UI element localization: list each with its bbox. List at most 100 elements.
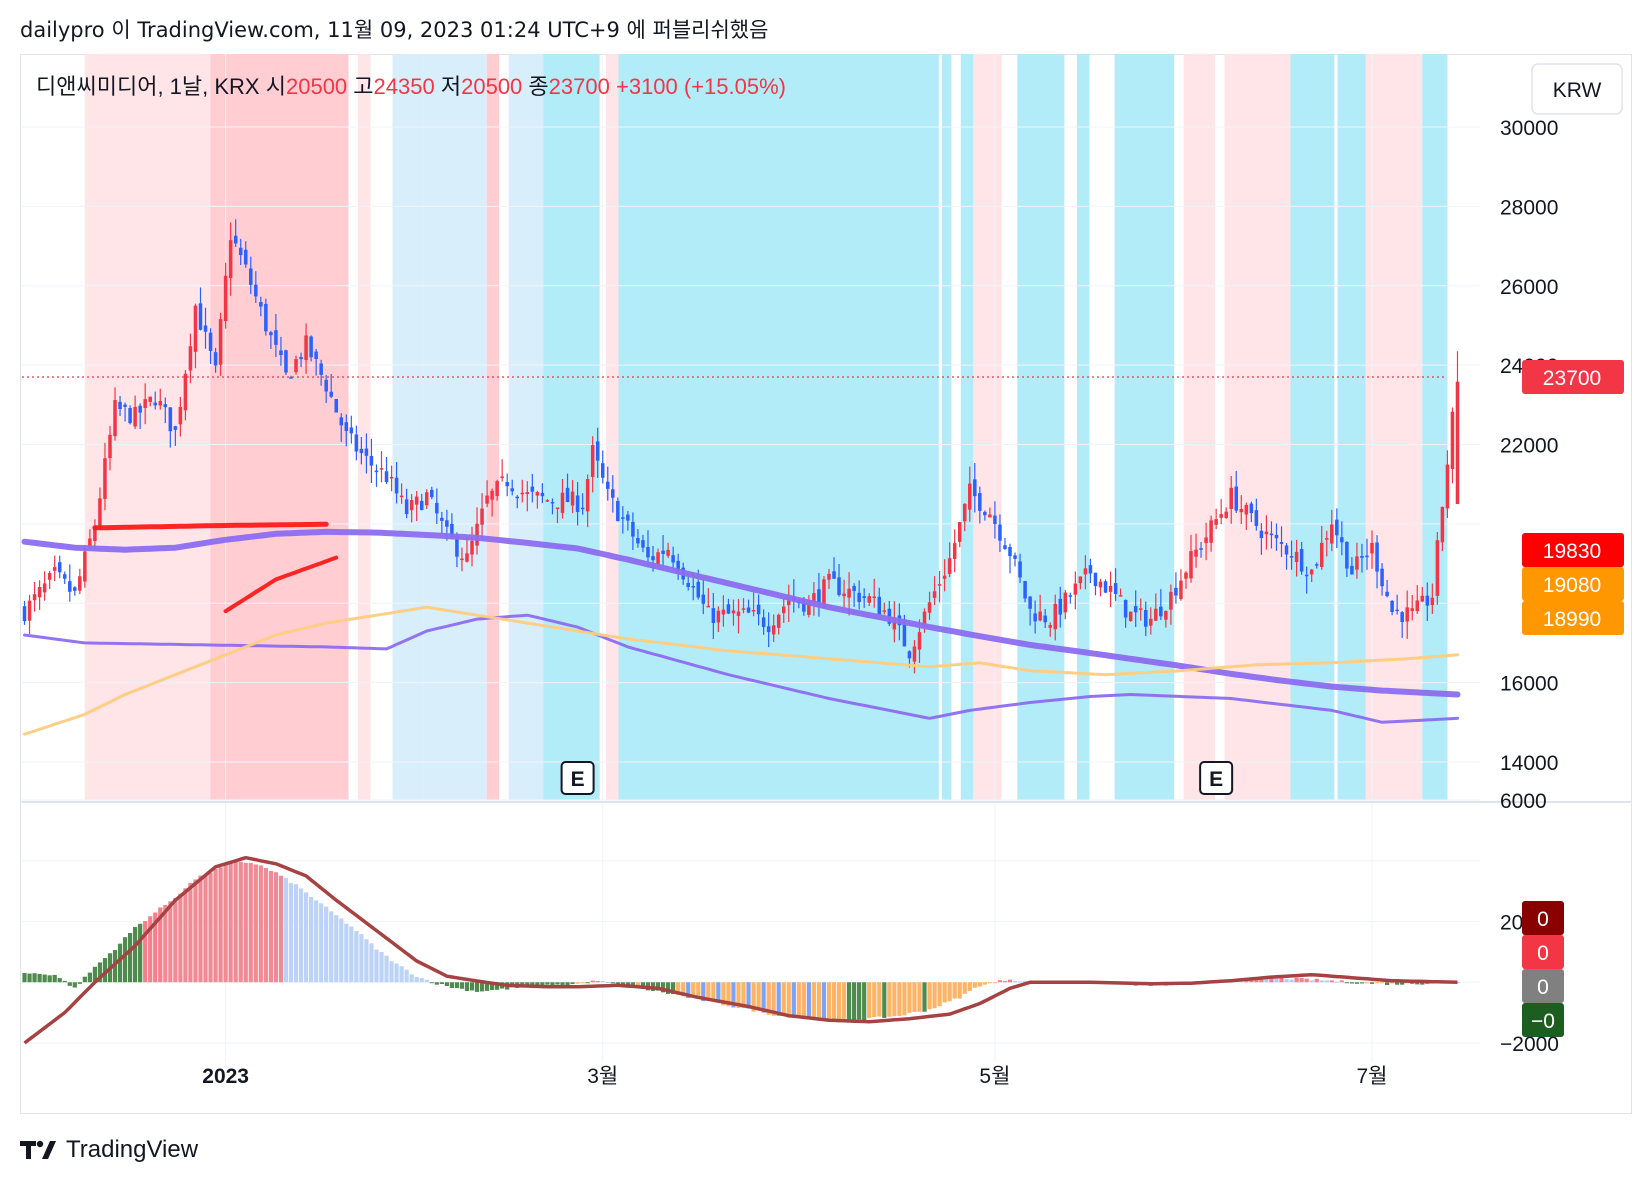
histogram-bar bbox=[867, 982, 872, 1019]
candle-body bbox=[776, 614, 781, 628]
histogram-bar bbox=[696, 982, 701, 999]
candle-body bbox=[339, 417, 344, 426]
histogram-bar bbox=[283, 877, 289, 983]
histogram-bar bbox=[87, 972, 92, 983]
histogram-bar bbox=[992, 982, 998, 984]
earnings-marker[interactable]: E bbox=[1199, 761, 1234, 795]
histogram-bar bbox=[977, 982, 982, 987]
candle-body bbox=[249, 268, 253, 285]
histogram-bar bbox=[605, 982, 610, 984]
candle-body bbox=[52, 567, 57, 571]
histogram-bar bbox=[836, 982, 842, 1020]
histogram-bar bbox=[47, 975, 52, 983]
earnings-marker-label: E bbox=[571, 768, 585, 791]
candle-body bbox=[857, 592, 861, 603]
candle-body bbox=[1143, 609, 1148, 627]
candle-body bbox=[1440, 507, 1445, 543]
histogram-bar bbox=[22, 972, 27, 983]
candle-body bbox=[430, 489, 434, 498]
candle-body bbox=[600, 463, 605, 478]
candle-body bbox=[676, 560, 680, 572]
candle-body bbox=[927, 602, 932, 613]
candle-body bbox=[666, 549, 670, 556]
candle-body bbox=[771, 625, 776, 635]
candle-body bbox=[1309, 569, 1314, 575]
histogram-bar bbox=[671, 982, 676, 995]
candle-body bbox=[294, 359, 298, 373]
histogram-bar bbox=[62, 980, 67, 983]
oscillator-value-text: 0 bbox=[1537, 976, 1549, 999]
candle-body bbox=[455, 536, 459, 557]
histogram-bar bbox=[972, 982, 977, 988]
oscillator-value-text: −0 bbox=[1531, 1010, 1555, 1033]
histogram-bar bbox=[761, 982, 766, 1013]
tradingview-brand-label: TradingView bbox=[66, 1136, 199, 1163]
histogram-bar bbox=[57, 978, 62, 983]
legend-change-value: +3100 (+15.05%) bbox=[616, 74, 786, 99]
candle-body bbox=[837, 577, 841, 596]
candle-body bbox=[1093, 572, 1098, 587]
candle-body bbox=[1138, 608, 1143, 610]
moving-average-line-3 bbox=[23, 605, 1459, 736]
candle-body bbox=[1108, 585, 1113, 592]
candle-body bbox=[515, 496, 520, 499]
histogram-bar bbox=[811, 982, 817, 1019]
price-axis-tick: 14000 bbox=[1500, 752, 1558, 775]
histogram-bar bbox=[565, 982, 570, 986]
histogram-bar bbox=[801, 982, 806, 1019]
candle-body bbox=[465, 553, 469, 562]
candle-body bbox=[1355, 556, 1359, 570]
oscillator-value-bg bbox=[1522, 969, 1564, 1003]
background-band bbox=[1365, 54, 1423, 800]
candle-body bbox=[1345, 542, 1349, 569]
legend-close-label: 종 bbox=[528, 74, 548, 99]
histogram-bar bbox=[273, 872, 279, 983]
candle-body bbox=[254, 284, 258, 297]
candle-body bbox=[1249, 503, 1254, 514]
tradingview-logo-icon bbox=[20, 1139, 58, 1161]
candle-body bbox=[1380, 568, 1384, 587]
histogram-bar bbox=[1284, 979, 1289, 983]
candle-body bbox=[947, 558, 952, 574]
histogram-bar bbox=[208, 872, 213, 983]
candle-body bbox=[1360, 556, 1364, 558]
price-axis-tick: 22000 bbox=[1500, 435, 1558, 458]
candle-body bbox=[203, 325, 208, 332]
candle-body bbox=[1425, 595, 1430, 606]
currency-button[interactable]: KRW bbox=[1531, 63, 1623, 115]
candle-body bbox=[264, 303, 268, 332]
histogram-bar bbox=[102, 958, 108, 983]
histogram-bar bbox=[635, 982, 641, 988]
histogram-bar bbox=[27, 973, 32, 983]
candle-body bbox=[213, 352, 218, 366]
histogram-bar bbox=[414, 977, 419, 983]
ma-price-label-text: 18990 bbox=[1543, 608, 1601, 631]
candle-body bbox=[309, 336, 313, 358]
candle-body bbox=[907, 651, 912, 659]
histogram-bar bbox=[42, 974, 47, 983]
candle-body bbox=[1239, 508, 1244, 513]
histogram-bar bbox=[701, 982, 706, 1002]
candle-body bbox=[1279, 542, 1284, 544]
candle-body bbox=[565, 487, 570, 503]
histogram-bar bbox=[731, 982, 736, 1008]
candle-body bbox=[651, 556, 655, 561]
candle-body bbox=[530, 486, 535, 492]
candle-body bbox=[701, 594, 706, 604]
candle-body bbox=[1335, 519, 1339, 536]
histogram-bar bbox=[1264, 978, 1269, 983]
candle-body bbox=[1113, 583, 1118, 594]
earnings-marker-box bbox=[560, 761, 595, 795]
histogram-bar bbox=[238, 861, 243, 983]
histogram-bar bbox=[535, 982, 540, 986]
background-band bbox=[423, 54, 487, 800]
histogram-bar bbox=[610, 982, 615, 984]
histogram-bar bbox=[922, 982, 927, 1012]
histogram-bar bbox=[947, 982, 952, 1002]
histogram-bar bbox=[575, 982, 580, 984]
ma-price-label: 19830 bbox=[1522, 533, 1624, 567]
candle-body bbox=[626, 514, 630, 521]
earnings-marker[interactable]: E bbox=[560, 761, 595, 795]
histogram-bar bbox=[122, 937, 128, 983]
